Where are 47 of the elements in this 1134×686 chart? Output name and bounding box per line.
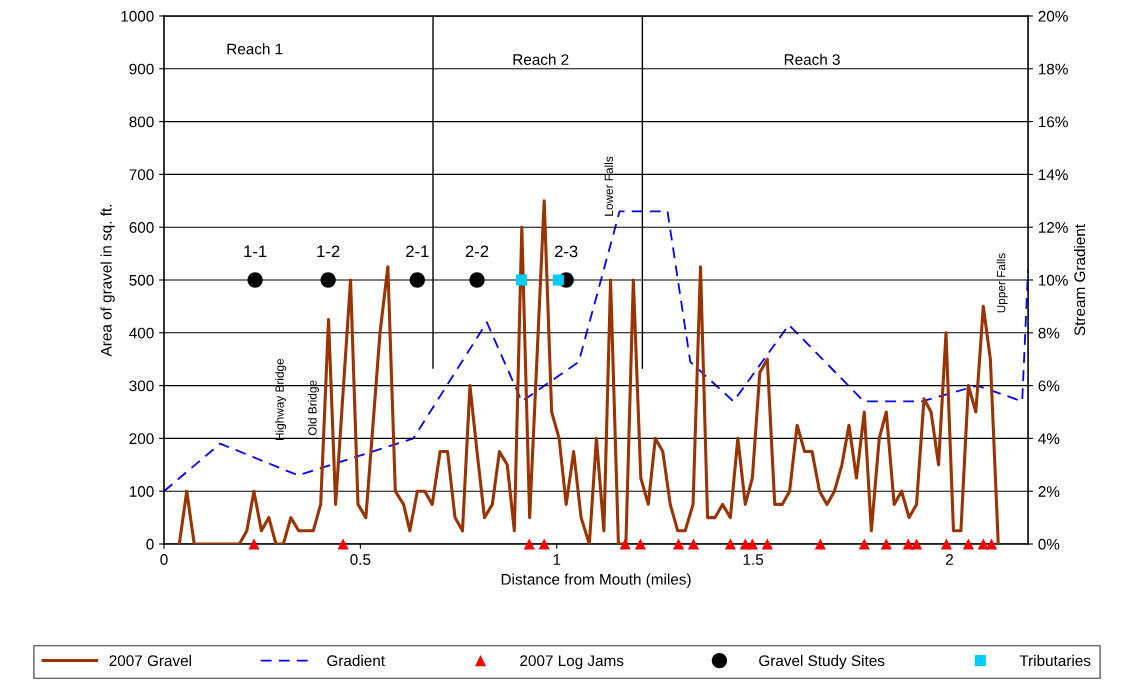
x-tick-label: 1 (553, 554, 561, 565)
x-tick-label: 0 (160, 554, 168, 565)
y-tick-label: 200 (129, 433, 154, 445)
y-axis-title: Area of gravel in sq. ft. (100, 204, 115, 357)
annotation: Old Bridge (307, 380, 319, 436)
y-tick-label: 100 (129, 486, 154, 497)
legend-label: 2007 Gravel (109, 654, 191, 667)
y-tick-label: 900 (129, 63, 154, 75)
annotation: 2-3 (554, 245, 578, 258)
y-tick-label: 600 (129, 222, 154, 233)
y2-tick-label: 18% (1038, 63, 1068, 75)
legend-label: Gravel Study Sites (759, 654, 885, 670)
annotation: Reach 3 (784, 53, 840, 65)
annotation: 2-2 (465, 245, 489, 258)
x-tick-label: 0.5 (350, 554, 371, 565)
y-tick-label: 500 (129, 274, 154, 286)
annotation: 1-2 (317, 245, 340, 258)
annotation: Reach 1 (227, 43, 283, 55)
y-tick-label: 0 (146, 538, 154, 550)
y2-tick-label: 10% (1038, 274, 1068, 286)
annotation: 2-1 (406, 245, 429, 258)
y-tick-label: 400 (129, 327, 154, 339)
annotation: Reach 2 (513, 53, 569, 65)
annotation: Lower Falls (604, 156, 614, 216)
annotation: Highway Bridge (275, 358, 287, 441)
y2-tick-label: 14% (1038, 169, 1068, 181)
y2-tick-label: 0% (1038, 538, 1060, 550)
y2-tick-label: 20% (1038, 10, 1068, 22)
y2-tick-label: 12% (1038, 222, 1068, 233)
y2-axis-title: Stream Gradient (1073, 224, 1086, 336)
y-tick-label: 1000 (121, 10, 154, 22)
y2-tick-label: 16% (1038, 116, 1068, 128)
y-tick-label: 700 (129, 169, 154, 181)
y-tick-label: 300 (129, 380, 154, 392)
y2-tick-label: 8% (1038, 327, 1060, 339)
y-tick-label: 800 (129, 116, 154, 128)
y2-tick-label: 6% (1038, 380, 1060, 392)
legend-label: Gradient (327, 654, 385, 667)
x-axis-title: Distance from Mouth (miles) (501, 573, 691, 588)
x-tick-label: 2 (946, 554, 954, 565)
legend-label: 2007 Log Jams (520, 655, 624, 670)
annotation: Upper Falls (996, 253, 1008, 313)
legend-label: Tributaries (1019, 654, 1091, 667)
x-tick-label: 1.5 (743, 554, 764, 565)
annotation: 1-1 (244, 245, 267, 258)
y2-tick-label: 4% (1038, 433, 1060, 445)
y2-tick-label: 2% (1038, 486, 1060, 497)
